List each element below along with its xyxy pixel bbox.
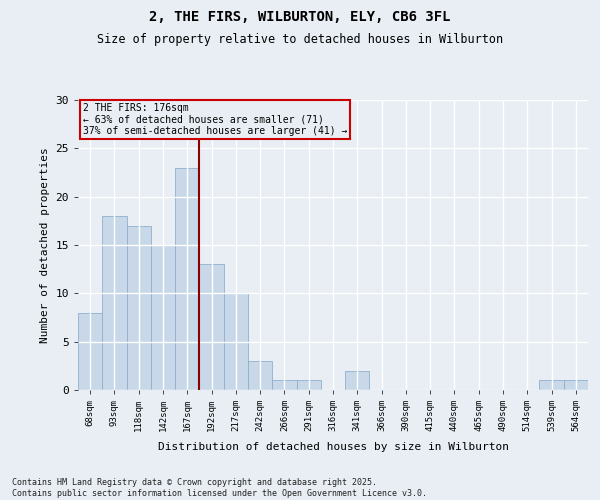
Text: Size of property relative to detached houses in Wilburton: Size of property relative to detached ho… — [97, 32, 503, 46]
Bar — [564, 380, 588, 390]
Text: 2 THE FIRS: 176sqm
← 63% of detached houses are smaller (71)
37% of semi-detache: 2 THE FIRS: 176sqm ← 63% of detached hou… — [83, 103, 347, 136]
Bar — [345, 370, 370, 390]
Bar — [151, 245, 175, 390]
Bar — [78, 312, 102, 390]
Bar — [272, 380, 296, 390]
Bar — [539, 380, 564, 390]
Bar — [199, 264, 224, 390]
Text: Contains HM Land Registry data © Crown copyright and database right 2025.
Contai: Contains HM Land Registry data © Crown c… — [12, 478, 427, 498]
Bar — [248, 361, 272, 390]
Bar — [102, 216, 127, 390]
Bar — [296, 380, 321, 390]
Bar — [175, 168, 199, 390]
Y-axis label: Number of detached properties: Number of detached properties — [40, 147, 50, 343]
Text: 2, THE FIRS, WILBURTON, ELY, CB6 3FL: 2, THE FIRS, WILBURTON, ELY, CB6 3FL — [149, 10, 451, 24]
Bar — [224, 294, 248, 390]
Text: Distribution of detached houses by size in Wilburton: Distribution of detached houses by size … — [158, 442, 509, 452]
Bar — [127, 226, 151, 390]
